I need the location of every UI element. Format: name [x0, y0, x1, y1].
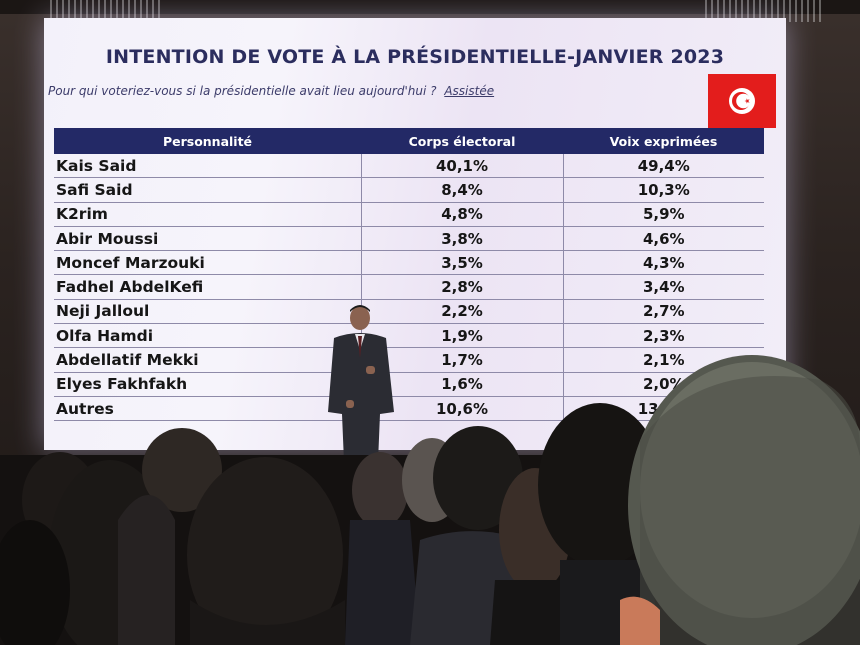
slide-question: Pour qui voteriez-vous si la présidentie…: [48, 84, 494, 98]
corps-value: 40,1%: [360, 154, 563, 179]
voix-value: 2,1%: [562, 347, 764, 373]
table-row: Autres 10,6% 13,0%: [54, 396, 764, 422]
voix-value: 4,3%: [562, 250, 764, 276]
corps-value: 10,6%: [360, 396, 563, 422]
table-row: K2rim 4,8% 5,9%: [54, 202, 764, 227]
question-text: Pour qui voteriez-vous si la présidentie…: [48, 84, 437, 98]
candidate-name: Elyes Fakhfakh: [54, 372, 361, 397]
voix-value: 13,0%: [562, 396, 764, 422]
tunisia-flag-icon: [708, 74, 776, 128]
slide-title: INTENTION DE VOTE À LA PRÉSIDENTIELLE-JA…: [105, 46, 725, 68]
table-row: Abir Moussi 3,8% 4,6%: [54, 226, 764, 252]
candidate-name: Abdellatif Mekki: [54, 347, 361, 373]
voix-value: 2,7%: [562, 299, 764, 325]
voix-value: 10,3%: [562, 177, 764, 203]
header-voix-exprimees: Voix exprimées: [563, 128, 764, 154]
projection-screen: INTENTION DE VOTE À LA PRÉSIDENTIELLE-JA…: [44, 18, 786, 450]
corps-value: 8,4%: [360, 177, 563, 203]
corps-value: 1,7%: [360, 347, 563, 373]
question-qualifier: Assistée: [444, 84, 495, 98]
corps-value: 1,9%: [360, 323, 563, 349]
candidate-name: Moncef Marzouki: [54, 250, 361, 276]
corps-value: 2,2%: [360, 299, 563, 325]
voix-value: 4,6%: [562, 226, 764, 252]
table-row: Neji Jalloul 2,2% 2,7%: [54, 299, 764, 325]
voix-value: 2,0%: [562, 372, 764, 397]
corps-value: 1,6%: [360, 372, 563, 397]
table-header-row: Personnalité Corps électoral Voix exprim…: [54, 128, 764, 154]
candidate-name: Olfa Hamdi: [54, 323, 361, 349]
corps-value: 3,8%: [360, 226, 563, 252]
poll-table: Personnalité Corps électoral Voix exprim…: [54, 128, 764, 422]
ceiling: [0, 0, 860, 14]
header-corps-electoral: Corps électoral: [361, 128, 563, 154]
candidate-name: Kais Said: [54, 154, 361, 179]
header-personnalite: Personnalité: [54, 128, 361, 154]
corps-value: 3,5%: [360, 250, 563, 276]
candidate-name: K2rim: [54, 202, 361, 227]
corps-value: 4,8%: [360, 202, 563, 227]
corps-value: 2,8%: [360, 274, 563, 300]
candidate-name: Neji Jalloul: [54, 299, 361, 325]
speaker-figure: [328, 305, 394, 462]
candidate-name: Fadhel AbdelKefi: [54, 274, 361, 300]
table-row: Abdellatif Mekki 1,7% 2,1%: [54, 347, 764, 373]
voix-value: 3,4%: [562, 274, 764, 300]
table-row: Moncef Marzouki 3,5% 4,3%: [54, 250, 764, 276]
voix-value: 2,3%: [562, 323, 764, 349]
voix-value: 5,9%: [562, 202, 764, 227]
table-row: Elyes Fakhfakh 1,6% 2,0%: [54, 372, 764, 397]
voix-value: 49,4%: [562, 154, 764, 179]
candidate-name: Abir Moussi: [54, 226, 361, 252]
chandelier-right: [705, 0, 825, 22]
table-row: Safi Said 8,4% 10,3%: [54, 177, 764, 203]
flag-disc: [729, 88, 755, 114]
table-row: Olfa Hamdi 1,9% 2,3%: [54, 323, 764, 349]
crescent-star-icon: [732, 92, 751, 110]
table-row: Fadhel AbdelKefi 2,8% 3,4%: [54, 274, 764, 300]
candidate-name: Safi Said: [54, 177, 361, 203]
chandelier-left: [50, 0, 160, 22]
table-row: Kais Said 40,1% 49,4%: [54, 154, 764, 179]
candidate-name: Autres: [54, 396, 361, 422]
